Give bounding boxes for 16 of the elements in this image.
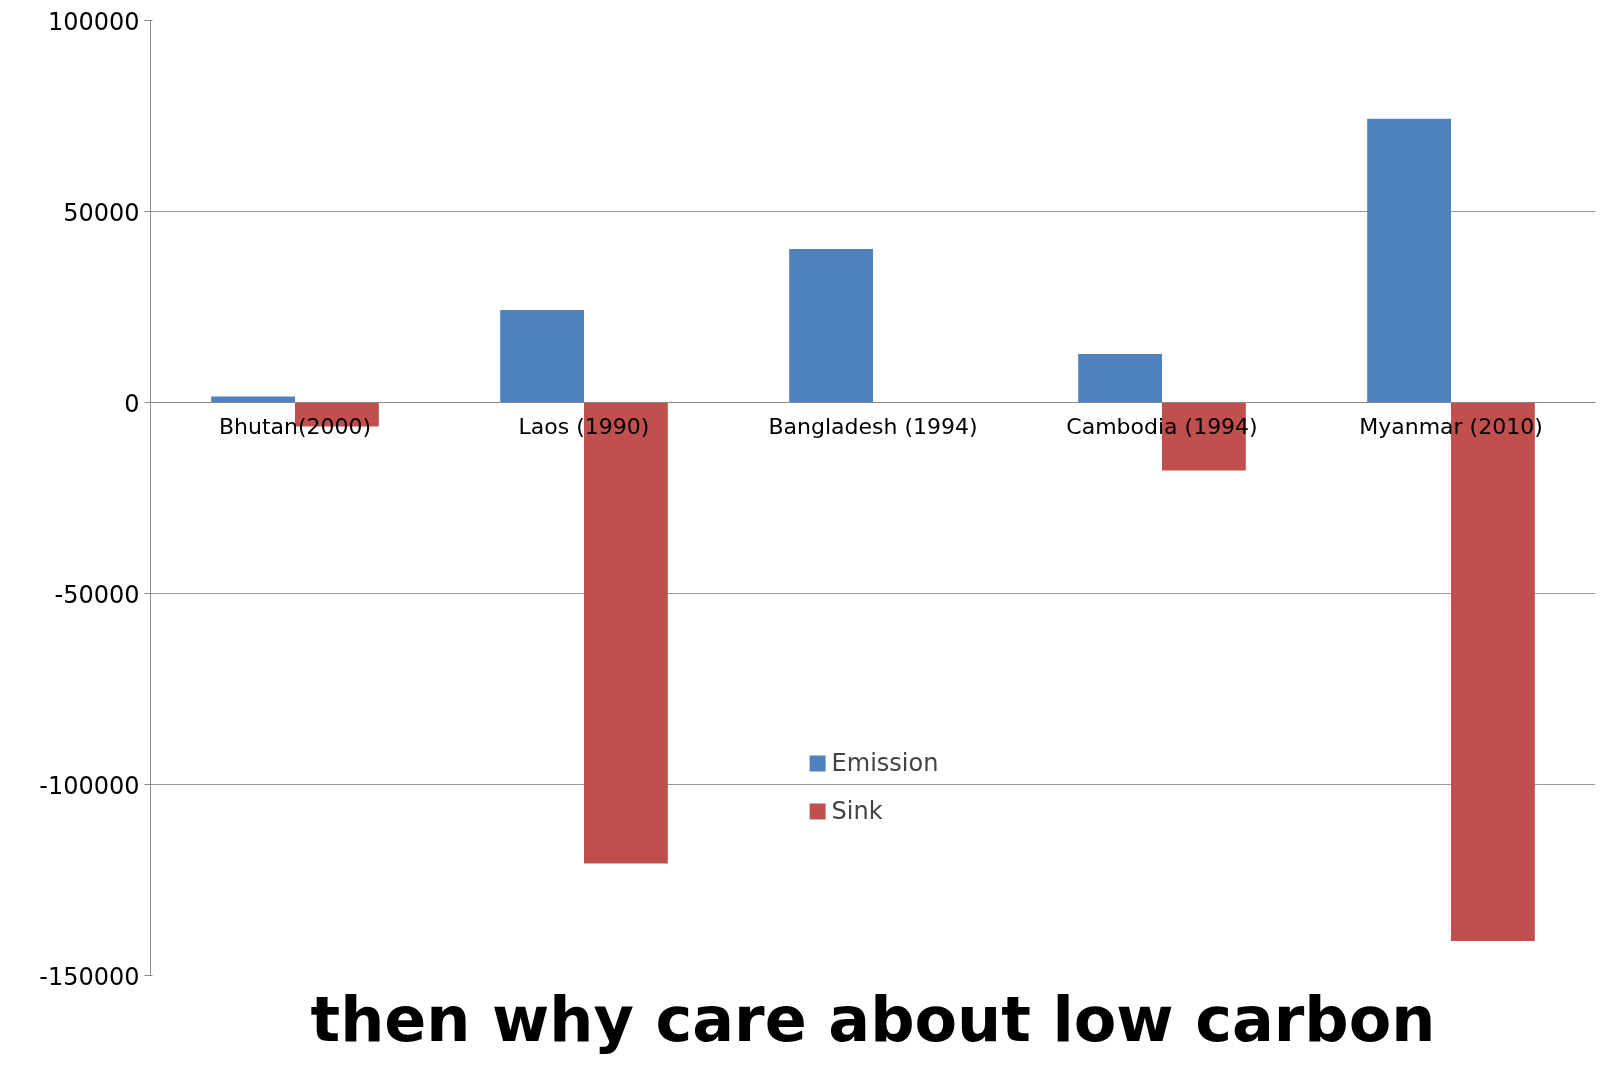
text: then why care about low carbon bbox=[310, 982, 1436, 1056]
y-tick-label: -50000 bbox=[54, 580, 140, 609]
legend-label: Emission bbox=[831, 749, 939, 777]
y-tick-label: 0 bbox=[124, 389, 140, 418]
bar bbox=[500, 310, 584, 403]
bar bbox=[211, 396, 295, 403]
x-tick-label: Bangladesh (1994) bbox=[768, 413, 978, 439]
bar bbox=[1078, 353, 1162, 403]
x-tick-label: Bhutan(2000) bbox=[218, 413, 372, 439]
y-tick-label: 100000 bbox=[47, 7, 140, 36]
bar bbox=[1367, 118, 1451, 403]
legend-label: Sink bbox=[831, 797, 883, 825]
y-tick-label: -150000 bbox=[39, 962, 140, 991]
y-tick-label: -100000 bbox=[39, 771, 140, 800]
y-tick-label: 50000 bbox=[63, 198, 140, 227]
bar bbox=[789, 248, 873, 403]
